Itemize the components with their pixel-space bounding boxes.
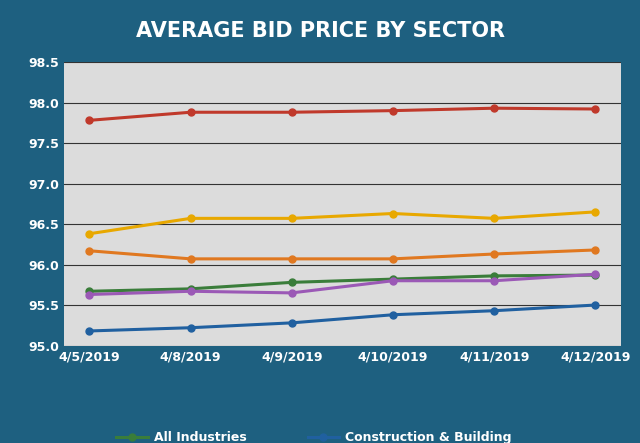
Line: Automotive: Automotive: [86, 271, 599, 298]
Utilities: Water: (2, 97.9): Water: (2, 97.9): [288, 109, 296, 115]
Automotive: [187, 288, 195, 294]
Line: Utilities: Water: Utilities: Water: [86, 105, 599, 124]
Construction & Building: [288, 320, 296, 326]
Media: Diversified & Production: (3, 96.6): Diversified & Production: (3, 96.6): [389, 211, 397, 216]
Line: All Industries: All Industries: [86, 272, 599, 295]
Legend: All Industries, Automotive, Capital Equipment, Construction & Building, Media: D: All Industries, Automotive, Capital Equi…: [116, 431, 568, 443]
All Industries: [490, 273, 498, 279]
Construction & Building: [86, 328, 93, 334]
Utilities: Water: (4, 97.9): Water: (4, 97.9): [490, 105, 498, 111]
Automotive: [288, 290, 296, 295]
Construction & Building: [187, 325, 195, 330]
Media: Diversified & Production: (2, 96.6): Diversified & Production: (2, 96.6): [288, 216, 296, 221]
Media: Diversified & Production: (1, 96.6): Diversified & Production: (1, 96.6): [187, 216, 195, 221]
All Industries: [288, 280, 296, 285]
Capital Equipment: [389, 256, 397, 261]
All Industries: [187, 286, 195, 291]
Utilities: Water: (0, 97.8): Water: (0, 97.8): [86, 118, 93, 123]
Automotive: [389, 278, 397, 284]
Construction & Building: [591, 303, 599, 308]
Construction & Building: [389, 312, 397, 318]
Automotive: [591, 272, 599, 277]
Capital Equipment: [187, 256, 195, 261]
All Industries: [86, 288, 93, 294]
Capital Equipment: [86, 248, 93, 253]
Media: Diversified & Production: (0, 96.4): Diversified & Production: (0, 96.4): [86, 231, 93, 237]
Capital Equipment: [288, 256, 296, 261]
Construction & Building: [490, 308, 498, 313]
All Industries: [389, 276, 397, 282]
Line: Construction & Building: Construction & Building: [86, 302, 599, 334]
Line: Media: Diversified & Production: Media: Diversified & Production: [86, 208, 599, 237]
Text: AVERAGE BID PRICE BY SECTOR: AVERAGE BID PRICE BY SECTOR: [136, 21, 504, 41]
Utilities: Water: (1, 97.9): Water: (1, 97.9): [187, 109, 195, 115]
Automotive: [490, 278, 498, 284]
Utilities: Water: (5, 97.9): Water: (5, 97.9): [591, 106, 599, 112]
Utilities: Water: (3, 97.9): Water: (3, 97.9): [389, 108, 397, 113]
Line: Capital Equipment: Capital Equipment: [86, 246, 599, 262]
All Industries: [591, 272, 599, 278]
Capital Equipment: [591, 247, 599, 253]
Capital Equipment: [490, 251, 498, 256]
Automotive: [86, 292, 93, 297]
Media: Diversified & Production: (5, 96.7): Diversified & Production: (5, 96.7): [591, 209, 599, 214]
Media: Diversified & Production: (4, 96.6): Diversified & Production: (4, 96.6): [490, 216, 498, 221]
